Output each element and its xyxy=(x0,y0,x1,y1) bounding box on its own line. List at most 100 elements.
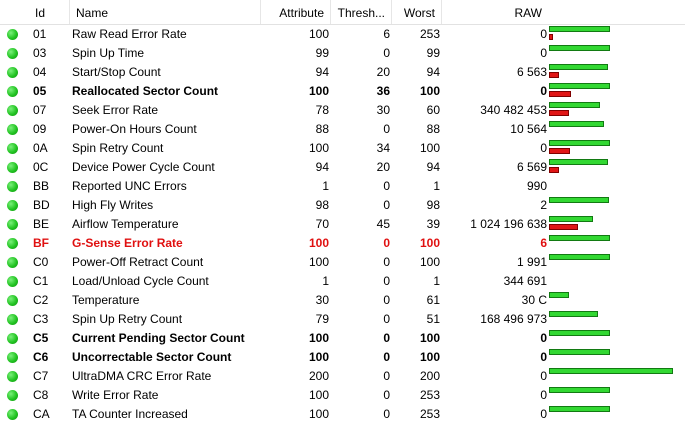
status-ok-icon xyxy=(7,29,18,40)
worst-value: 100 xyxy=(419,236,440,250)
attribute-name: Reallocated Sector Count xyxy=(72,84,219,98)
worst-value: 253 xyxy=(419,388,440,402)
threshold-value: 0 xyxy=(383,407,390,421)
table-row[interactable]: BD High Fly Writes 98 0 98 2 xyxy=(0,196,685,215)
attribute-id: C3 xyxy=(33,312,49,326)
worst-value: 100 xyxy=(419,84,440,98)
status-ok-icon xyxy=(7,181,18,192)
table-row[interactable]: 0C Device Power Cycle Count 94 20 94 6 569 xyxy=(0,158,685,177)
table-row[interactable]: 01 Raw Read Error Rate 100 6 253 0 xyxy=(0,25,685,44)
raw-level-bar xyxy=(549,148,570,154)
table-row[interactable]: BB Reported UNC Errors 1 0 1 990 xyxy=(0,177,685,196)
attribute-id: C6 xyxy=(33,350,49,364)
raw-value: 0 xyxy=(540,350,547,364)
table-row[interactable]: BE Airflow Temperature 70 45 39 1 024 196 638 xyxy=(0,215,685,234)
raw-value: 1 024 196 638 xyxy=(470,217,547,231)
worst-value: 60 xyxy=(426,103,440,117)
table-row[interactable]: C5 Current Pending Sector Count 100 0 100 0 xyxy=(0,329,685,348)
table-row[interactable]: BF G-Sense Error Rate 100 0 100 6 xyxy=(0,234,685,253)
table-row[interactable]: 09 Power-On Hours Count 88 0 88 10 564 xyxy=(0,120,685,139)
worst-value: 100 xyxy=(419,255,440,269)
table-row[interactable]: C3 Spin Up Retry Count 79 0 51 168 496 973 xyxy=(0,310,685,329)
column-header-name[interactable]: Name xyxy=(70,0,261,24)
worst-value: 94 xyxy=(426,65,440,79)
table-row[interactable]: 05 Reallocated Sector Count 100 36 100 0 xyxy=(0,82,685,101)
status-ok-icon xyxy=(7,86,18,97)
attribute-value: 100 xyxy=(308,331,329,345)
value-level-bar xyxy=(549,216,593,222)
value-level-bar xyxy=(549,292,569,298)
attribute-id: BD xyxy=(33,198,50,212)
table-row[interactable]: 0A Spin Retry Count 100 34 100 0 xyxy=(0,139,685,158)
column-header-id[interactable]: Id xyxy=(0,0,70,24)
attribute-name: Start/Stop Count xyxy=(72,65,161,79)
threshold-value: 0 xyxy=(383,293,390,307)
status-ok-icon xyxy=(7,314,18,325)
threshold-value: 0 xyxy=(383,312,390,326)
threshold-value: 0 xyxy=(383,350,390,364)
raw-value: 0 xyxy=(540,141,547,155)
raw-level-bar xyxy=(549,224,578,230)
table-row[interactable]: C6 Uncorrectable Sector Count 100 0 100 0 xyxy=(0,348,685,367)
raw-value: 6 563 xyxy=(516,65,547,79)
column-header-attribute[interactable]: Attribute xyxy=(261,0,331,24)
table-row[interactable]: C8 Write Error Rate 100 0 253 0 xyxy=(0,386,685,405)
value-level-bar xyxy=(549,197,609,203)
table-row[interactable]: CA TA Counter Increased 100 0 253 0 xyxy=(0,405,685,424)
raw-level-bar xyxy=(549,34,553,40)
threshold-value: 34 xyxy=(376,141,390,155)
threshold-value: 0 xyxy=(383,122,390,136)
attribute-id: 09 xyxy=(33,122,47,136)
raw-value: 30 C xyxy=(521,293,547,307)
status-ok-icon xyxy=(7,276,18,287)
attribute-value: 78 xyxy=(315,103,329,117)
table-row[interactable]: C0 Power-Off Retract Count 100 0 100 1 991 xyxy=(0,253,685,272)
attribute-value: 1 xyxy=(322,274,329,288)
attribute-name: Spin Up Time xyxy=(72,46,145,60)
attribute-id: BF xyxy=(33,236,49,250)
raw-value: 6 xyxy=(540,236,547,250)
attribute-name: UltraDMA CRC Error Rate xyxy=(72,369,212,383)
attribute-value: 100 xyxy=(308,84,329,98)
attribute-name: Power-On Hours Count xyxy=(72,122,197,136)
raw-value: 0 xyxy=(540,46,547,60)
worst-value: 253 xyxy=(419,27,440,41)
status-ok-icon xyxy=(7,105,18,116)
table-row[interactable]: 04 Start/Stop Count 94 20 94 6 563 xyxy=(0,63,685,82)
column-header-raw[interactable]: RAW xyxy=(514,6,542,20)
attribute-name: Seek Error Rate xyxy=(72,103,159,117)
status-ok-icon xyxy=(7,257,18,268)
attribute-id: C2 xyxy=(33,293,49,307)
table-row[interactable]: 03 Spin Up Time 99 0 99 0 xyxy=(0,44,685,63)
attribute-id: 05 xyxy=(33,84,47,98)
worst-value: 39 xyxy=(426,217,440,231)
table-row[interactable]: C7 UltraDMA CRC Error Rate 200 0 200 0 xyxy=(0,367,685,386)
value-level-bar xyxy=(549,387,610,393)
attribute-name: Uncorrectable Sector Count xyxy=(72,350,232,364)
table-row[interactable]: C2 Temperature 30 0 61 30 C xyxy=(0,291,685,310)
raw-value: 1 991 xyxy=(516,255,547,269)
table-row[interactable]: 07 Seek Error Rate 78 30 60 340 482 453 xyxy=(0,101,685,120)
column-header-threshold[interactable]: Thresh... xyxy=(331,0,392,24)
status-ok-icon xyxy=(7,124,18,135)
worst-value: 94 xyxy=(426,160,440,174)
threshold-value: 0 xyxy=(383,236,390,250)
raw-value: 0 xyxy=(540,84,547,98)
worst-value: 61 xyxy=(426,293,440,307)
column-header-worst[interactable]: Worst xyxy=(392,0,442,24)
attribute-name: Power-Off Retract Count xyxy=(72,255,204,269)
raw-level-bar xyxy=(549,167,559,173)
raw-value: 0 xyxy=(540,407,547,421)
threshold-value: 0 xyxy=(383,388,390,402)
table-row[interactable]: C1 Load/Unload Cycle Count 1 0 1 344 691 xyxy=(0,272,685,291)
worst-value: 1 xyxy=(433,274,440,288)
raw-value: 10 564 xyxy=(510,122,547,136)
value-level-bar xyxy=(549,45,610,51)
attribute-name: Device Power Cycle Count xyxy=(72,160,215,174)
worst-value: 51 xyxy=(426,312,440,326)
attribute-value: 100 xyxy=(308,407,329,421)
status-ok-icon xyxy=(7,162,18,173)
threshold-value: 6 xyxy=(383,27,390,41)
attribute-name: Spin Up Retry Count xyxy=(72,312,183,326)
attribute-id: 04 xyxy=(33,65,47,79)
